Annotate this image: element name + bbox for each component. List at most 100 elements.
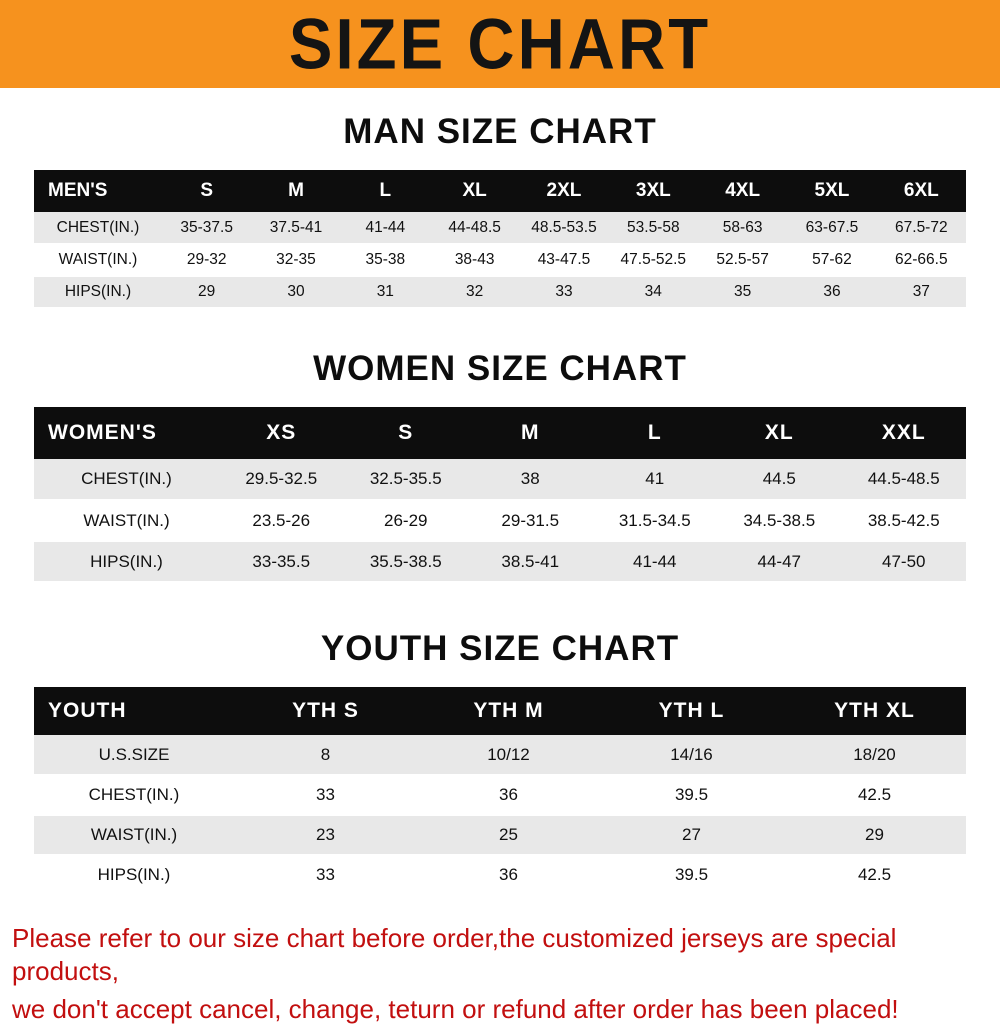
measurement-cell: 47.5-52.5 xyxy=(620,251,687,268)
size-column-header: L xyxy=(340,170,430,212)
men-section: MAN SIZE CHART MEN'S S M L XL 2XL 3XL 4XL 5XL 6XL… xyxy=(0,88,1000,309)
table-row: WAIST(IN.) 29-32 32-35 35-38 38-43 43-47.5 47.… xyxy=(34,244,966,276)
measurement-cell: 23 xyxy=(316,825,335,844)
measurement-cell: 29-32 xyxy=(186,251,227,268)
row-label: WAIST(IN.) xyxy=(90,825,178,844)
table-header-row: MEN'S S M L XL 2XL 3XL 4XL 5XL 6XL xyxy=(34,170,966,212)
measurement-cell: 36 xyxy=(823,283,841,300)
order-policy-note: Please refer to our size chart before or… xyxy=(0,922,1000,1026)
row-label: CHEST(IN.) xyxy=(88,785,180,804)
row-label: HIPS(IN.) xyxy=(90,551,163,571)
measurement-cell: 44.5-48.5 xyxy=(867,469,940,488)
measurement-cell: 42.5 xyxy=(857,865,892,884)
measurement-cell: 25 xyxy=(499,825,518,844)
size-column-header: XL xyxy=(717,407,842,459)
measurement-cell: 26-29 xyxy=(384,510,428,530)
measurement-cell: 35 xyxy=(734,283,752,300)
measurement-cell: 33-35.5 xyxy=(252,551,311,571)
table-row: CHEST(IN.) 29.5-32.5 32.5-35.5 38 41 44.5 44.5… xyxy=(34,459,966,500)
measurement-cell: 38-43 xyxy=(454,251,495,268)
row-label: CHEST(IN.) xyxy=(56,218,140,236)
page-title: SIZE CHART xyxy=(288,3,712,85)
women-section: WOMEN SIZE CHART WOMEN'S XS S M L XL XXL CHEST(… xyxy=(0,309,1000,583)
youth-section-heading: YOUTH SIZE CHART xyxy=(320,629,680,668)
table-title-cell: MEN'S xyxy=(34,170,162,212)
row-label: WAIST(IN.) xyxy=(58,251,138,268)
table-row: HIPS(IN.) 29 30 31 32 33 34 35 36 37 xyxy=(34,276,966,308)
size-column-header: YTH S xyxy=(234,687,417,735)
size-column-header: XL xyxy=(429,170,520,212)
measurement-cell: 58-63 xyxy=(722,218,763,236)
measurement-cell: 41 xyxy=(645,469,665,488)
banner: SIZE CHART xyxy=(0,0,1000,88)
measurement-cell: 10/12 xyxy=(487,744,530,764)
size-column-header: 5XL xyxy=(787,170,877,212)
measurement-cell: 32.5-35.5 xyxy=(369,469,442,488)
measurement-cell: 36 xyxy=(499,785,518,804)
row-label: HIPS(IN.) xyxy=(64,283,132,300)
row-label: WAIST(IN.) xyxy=(83,510,170,530)
measurement-cell: 41-44 xyxy=(633,551,677,571)
measurement-cell: 37 xyxy=(912,283,930,300)
size-column-header: YTH L xyxy=(600,687,783,735)
youth-size-table: YOUTH YTH S YTH M YTH L YTH XL U.S.SIZE 8 10/12… xyxy=(34,687,966,896)
youth-section: YOUTH SIZE CHART YOUTH YTH S YTH M YTH L YTH… xyxy=(0,583,1000,896)
measurement-cell: 29-31.5 xyxy=(501,510,560,530)
measurement-cell: 57-62 xyxy=(812,251,852,268)
measurement-cell: 48.5-53.5 xyxy=(531,218,597,236)
measurement-cell: 52.5-57 xyxy=(716,251,769,268)
measurement-cell: 62-66.5 xyxy=(895,251,948,268)
note-line-1: Please refer to our size chart before or… xyxy=(12,923,897,986)
measurement-cell: 31.5-34.5 xyxy=(618,510,691,530)
size-column-header: YTH M xyxy=(417,687,600,735)
measurement-cell: 27 xyxy=(682,825,701,844)
size-column-header: 3XL xyxy=(608,170,698,212)
measurement-cell: 33 xyxy=(555,283,573,300)
table-header-row: YOUTH YTH S YTH M YTH L YTH XL xyxy=(34,687,966,735)
size-column-header: 4XL xyxy=(697,170,788,212)
row-label: HIPS(IN.) xyxy=(97,865,171,884)
size-column-header: M xyxy=(468,407,593,459)
measurement-cell: 33 xyxy=(316,865,335,884)
size-column-header: 6XL xyxy=(876,170,966,212)
table-title-cell: YOUTH xyxy=(34,687,234,735)
measurement-cell: 23.5-26 xyxy=(252,510,311,530)
women-section-heading: WOMEN SIZE CHART xyxy=(313,349,687,388)
measurement-cell: 35-38 xyxy=(365,251,406,268)
measurement-cell: 33 xyxy=(316,785,335,804)
women-size-table: WOMEN'S XS S M L XL XXL CHEST(IN.) 29.5-32.5 32.5… xyxy=(34,407,966,583)
size-column-header: S xyxy=(162,170,252,212)
measurement-cell: 67.5-72 xyxy=(895,218,948,236)
measurement-cell: 41-44 xyxy=(365,218,406,236)
measurement-cell: 31 xyxy=(376,283,394,300)
row-label: CHEST(IN.) xyxy=(81,469,172,488)
table-row: U.S.SIZE 8 10/12 14/16 18/20 xyxy=(34,735,966,775)
table-row: CHEST(IN.) 35-37.5 37.5-41 41-44 44-48.5 48.5… xyxy=(34,212,966,244)
men-size-table: MEN'S S M L XL 2XL 3XL 4XL 5XL 6XL CHEST(IN.) 35-37… xyxy=(34,170,966,309)
measurement-cell: 44-47 xyxy=(757,551,801,571)
measurement-cell: 42.5 xyxy=(857,785,892,804)
table-row: HIPS(IN.) 33-35.5 35.5-38.5 38.5-41 41-44 44-… xyxy=(34,541,966,582)
measurement-cell: 29.5-32.5 xyxy=(245,469,318,488)
measurement-cell: 34 xyxy=(644,283,662,300)
measurement-cell: 29 xyxy=(865,825,884,844)
measurement-cell: 14/16 xyxy=(670,744,713,764)
measurement-cell: 32-35 xyxy=(276,251,316,268)
table-row: WAIST(IN.) 23 25 27 29 xyxy=(34,815,966,855)
size-column-header: L xyxy=(592,407,717,459)
measurement-cell: 53.5-58 xyxy=(627,218,680,236)
measurement-cell: 37.5-41 xyxy=(269,218,323,236)
table-header-row: WOMEN'S XS S M L XL XXL xyxy=(34,407,966,459)
size-column-header: S xyxy=(343,407,468,459)
size-column-header: 2XL xyxy=(519,170,609,212)
measurement-cell: 18/20 xyxy=(853,744,896,764)
table-row: CHEST(IN.) 33 36 39.5 42.5 xyxy=(34,775,966,815)
measurement-cell: 35.5-38.5 xyxy=(369,551,442,571)
measurement-cell: 32 xyxy=(466,283,484,300)
measurement-cell: 30 xyxy=(287,283,305,300)
measurement-cell: 44.5 xyxy=(762,469,796,488)
measurement-cell: 29 xyxy=(198,283,216,300)
measurement-cell: 39.5 xyxy=(674,865,709,884)
measurement-cell: 36 xyxy=(499,865,518,884)
